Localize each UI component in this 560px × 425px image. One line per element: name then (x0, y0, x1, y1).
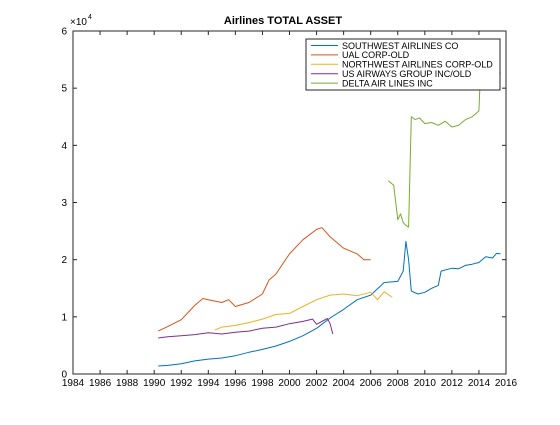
plot-lines (157, 61, 502, 367)
y-tick-label: 5 (61, 84, 67, 95)
x-axis-ticks: 1984 1986 1988 1990 1992 1994 1996 1998 2000 2002… (62, 31, 518, 389)
x-tick-label: 1996 (224, 378, 247, 389)
x-tick-label: 2008 (387, 378, 410, 389)
legend-label: NORTHWEST AIRLINES CORP-OLD (342, 60, 493, 70)
y-multiplier: ×10 4 (70, 14, 92, 28)
x-tick-label: 2006 (360, 378, 383, 389)
x-tick-label: 1988 (116, 378, 139, 389)
y-multiplier-exponent: 4 (88, 14, 92, 21)
y-tick-label: 1 (61, 312, 67, 323)
x-tick-label: 2010 (414, 378, 437, 389)
x-tick-label: 1984 (62, 378, 85, 389)
x-tick-label: 2000 (278, 378, 301, 389)
series-line-4 (158, 318, 334, 339)
x-tick-label: 1986 (89, 378, 112, 389)
legend-label: UAL CORP-OLD (342, 50, 410, 60)
x-tick-label: 2016 (495, 378, 518, 389)
y-tick-label: 2 (61, 255, 67, 266)
chart-title: Airlines TOTAL ASSET (224, 15, 342, 27)
legend-label: SOUTHWEST AIRLINES CO (342, 41, 458, 51)
x-tick-label: 2014 (468, 378, 491, 389)
x-tick-label: 2004 (333, 378, 356, 389)
x-tick-label: 1992 (170, 378, 193, 389)
series-line-2 (157, 227, 371, 332)
legend-box (305, 38, 501, 91)
y-tick-label: 0 (61, 370, 67, 381)
x-tick-label: 1994 (197, 378, 220, 389)
x-tick-label: 2002 (305, 378, 328, 389)
x-tick-label: 2012 (441, 378, 464, 389)
legend-label: DELTA AIR LINES INC (342, 78, 433, 88)
y-multiplier-label: ×10 (70, 17, 87, 28)
x-tick-label: 1990 (143, 378, 166, 389)
y-axis-ticks: 0 1 2 3 4 5 6 (61, 27, 506, 381)
y-tick-label: 6 (61, 27, 67, 38)
y-tick-label: 4 (61, 141, 67, 152)
y-tick-label: 3 (61, 198, 67, 209)
x-tick-label: 1998 (251, 378, 274, 389)
legend-label: US AIRWAYS GROUP INC/OLD (342, 69, 472, 79)
series-line-1 (158, 240, 501, 367)
series-line-3 (214, 291, 393, 331)
